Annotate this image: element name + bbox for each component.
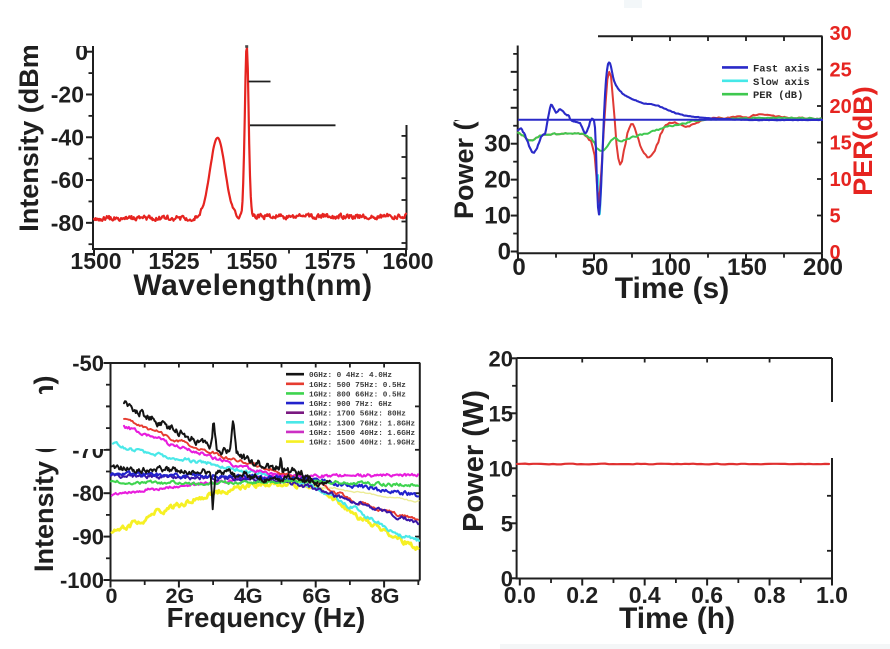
svg-text:PER (dB): PER (dB)	[753, 90, 803, 102]
svg-text:0.2: 0.2	[566, 582, 598, 608]
svg-text:10: 10	[489, 456, 513, 481]
svg-text:4G: 4G	[234, 584, 263, 608]
svg-text:10: 10	[484, 203, 511, 230]
svg-text:0.4: 0.4	[629, 582, 661, 608]
svg-text:100: 100	[651, 254, 691, 281]
svg-text:1GHz: 900 7Hz: 6Hz: 1GHz: 900 7Hz: 6Hz	[309, 401, 392, 409]
svg-text:Wavelength(nm): Wavelength(nm)	[133, 269, 372, 302]
svg-text:-60: -60	[51, 167, 84, 193]
svg-text:1550: 1550	[226, 248, 277, 274]
svg-text:0.6: 0.6	[691, 582, 723, 608]
svg-text:20: 20	[830, 96, 852, 118]
svg-text:30: 30	[484, 131, 511, 158]
svg-text:-50: -50	[72, 351, 104, 376]
svg-text:200: 200	[803, 254, 843, 281]
svg-text:Power (W): Power (W)	[458, 390, 490, 532]
svg-text:Time (s): Time (s)	[615, 272, 729, 305]
svg-text:1GHz: 1500 40Hz: 1.9GHz: 1GHz: 1500 40Hz: 1.9GHz	[309, 440, 415, 448]
svg-text:15: 15	[489, 401, 513, 426]
svg-text:Fast axis: Fast axis	[753, 63, 810, 75]
svg-text:1575: 1575	[304, 248, 355, 274]
svg-text:-100: -100	[60, 568, 104, 593]
svg-text:Slow axis: Slow axis	[753, 77, 810, 89]
svg-text:1GHz: 800 66Hz: 0.5Hz: 1GHz: 800 66Hz: 0.5Hz	[309, 391, 406, 399]
svg-text:Power (W): Power (W)	[449, 87, 479, 219]
svg-text:20: 20	[489, 346, 513, 371]
svg-text:Frequency (Hz): Frequency (Hz)	[167, 602, 366, 633]
svg-text:2G: 2G	[166, 584, 195, 608]
svg-text:1525: 1525	[148, 248, 199, 274]
svg-text:-40: -40	[51, 124, 84, 150]
svg-text:0.8: 0.8	[754, 582, 786, 608]
svg-text:PER(dB): PER(dB)	[848, 86, 878, 196]
svg-text:5: 5	[501, 511, 513, 536]
svg-text:Intensity (dBm: Intensity (dBm	[14, 44, 44, 232]
svg-text:10: 10	[830, 169, 852, 191]
svg-text:0.0: 0.0	[504, 582, 536, 608]
svg-text:5: 5	[830, 206, 841, 228]
svg-text:0: 0	[106, 584, 118, 608]
svg-text:20: 20	[484, 167, 511, 194]
svg-text:150: 150	[727, 254, 767, 281]
svg-text:6G: 6G	[302, 584, 331, 608]
svg-text:-80: -80	[51, 210, 84, 236]
svg-text:30: 30	[830, 23, 852, 45]
svg-text:0: 0	[501, 566, 513, 591]
svg-text:1500: 1500	[70, 248, 121, 274]
svg-text:1GHz: 1500 40Hz: 1.6GHz: 1GHz: 1500 40Hz: 1.6GHz	[309, 430, 415, 438]
svg-text:1GHz: 1700 56Hz: 80Hz: 1GHz: 1700 56Hz: 80Hz	[309, 411, 406, 419]
svg-text:0: 0	[830, 242, 841, 264]
svg-text:-80: -80	[72, 481, 104, 506]
svg-text:-90: -90	[72, 525, 104, 550]
svg-text:0GHz: 0 4Hz: 4.0Hz: 0GHz: 0 4Hz: 4.0Hz	[309, 372, 392, 380]
svg-text:1GHz: 500 75Hz: 0.5Hz: 1GHz: 500 75Hz: 0.5Hz	[309, 382, 406, 390]
svg-text:0: 0	[512, 254, 525, 281]
svg-text:-20: -20	[51, 81, 84, 107]
svg-text:50: 50	[582, 254, 609, 281]
svg-text:15: 15	[830, 133, 852, 155]
svg-text:Time (h): Time (h)	[619, 602, 735, 635]
svg-text:0: 0	[498, 239, 511, 266]
svg-text:1.0: 1.0	[816, 582, 848, 608]
svg-text:1GHz: 1300 76Hz: 1.8GHz: 1GHz: 1300 76Hz: 1.8GHz	[309, 420, 415, 428]
svg-text:8G: 8G	[371, 584, 400, 608]
svg-text:25: 25	[830, 60, 852, 82]
svg-text:1600: 1600	[382, 248, 433, 274]
